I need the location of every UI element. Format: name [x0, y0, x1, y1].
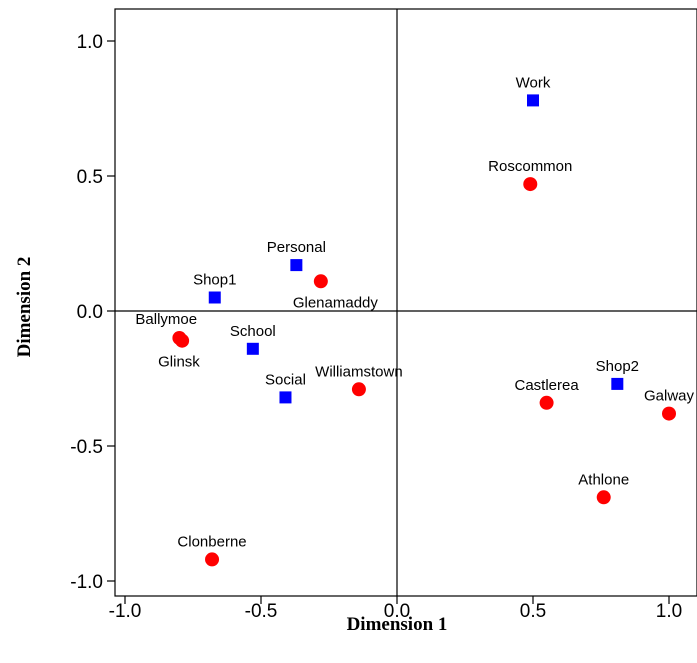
y-axis-title: Dimension 2: [14, 257, 35, 358]
square-marker: [279, 391, 292, 404]
circle-marker: [523, 177, 538, 192]
point-label: Shop2: [596, 358, 639, 375]
y-tick-label: -0.5: [70, 437, 103, 458]
data-points: Work Personal Shop1 School Social Shop2 Roscom…: [135, 74, 695, 567]
point-label: Roscommon: [488, 158, 572, 175]
point-label: Social: [265, 371, 306, 388]
y-tick-label: 0.0: [77, 302, 103, 323]
plot-frame: [114, 8, 697, 597]
point-label: Glenamaddy: [293, 294, 379, 311]
x-tick-label: -1.0: [109, 601, 142, 622]
point-label: Clonberne: [177, 533, 246, 550]
point-label: School: [230, 323, 276, 340]
point-label: Ballymoe: [135, 311, 197, 328]
square-marker: [611, 377, 624, 390]
circle-marker: [205, 552, 220, 567]
x-axis-ticks: -1.0 -0.5 0.0 0.5 1.0: [109, 596, 682, 622]
x-tick-label: 1.0: [656, 601, 682, 622]
y-axis-ticks: 1.0 0.5 0.0 -0.5 -1.0: [70, 32, 115, 593]
circle-marker: [662, 406, 676, 421]
reference-lines: [115, 9, 697, 596]
y-tick-label: 0.5: [77, 167, 103, 188]
point-label: Williamstown: [315, 363, 403, 380]
circle-marker: [539, 395, 554, 410]
square-marker: [246, 342, 259, 355]
square-marker: [208, 291, 221, 304]
point-label: Galway: [644, 388, 695, 405]
circle-marker: [313, 274, 328, 289]
point-label: Personal: [267, 239, 326, 256]
point-label: Castlerea: [514, 377, 579, 394]
square-marker: [290, 259, 303, 272]
y-tick-label: 1.0: [77, 32, 103, 53]
x-tick-label: 0.0: [384, 601, 410, 622]
point-label: Athlone: [578, 471, 629, 488]
point-label: Shop1: [193, 272, 236, 289]
point-label: Glinsk: [158, 354, 200, 371]
square-marker: [527, 94, 539, 107]
circle-marker: [596, 490, 611, 505]
point-label: Work: [516, 74, 551, 91]
circle-marker: [175, 333, 190, 348]
x-axis-title: Dimension 1: [347, 614, 448, 635]
x-tick-label: 0.5: [520, 601, 546, 622]
y-tick-label: -1.0: [70, 572, 103, 593]
x-tick-label: -0.5: [245, 601, 278, 622]
circle-marker: [351, 382, 366, 397]
